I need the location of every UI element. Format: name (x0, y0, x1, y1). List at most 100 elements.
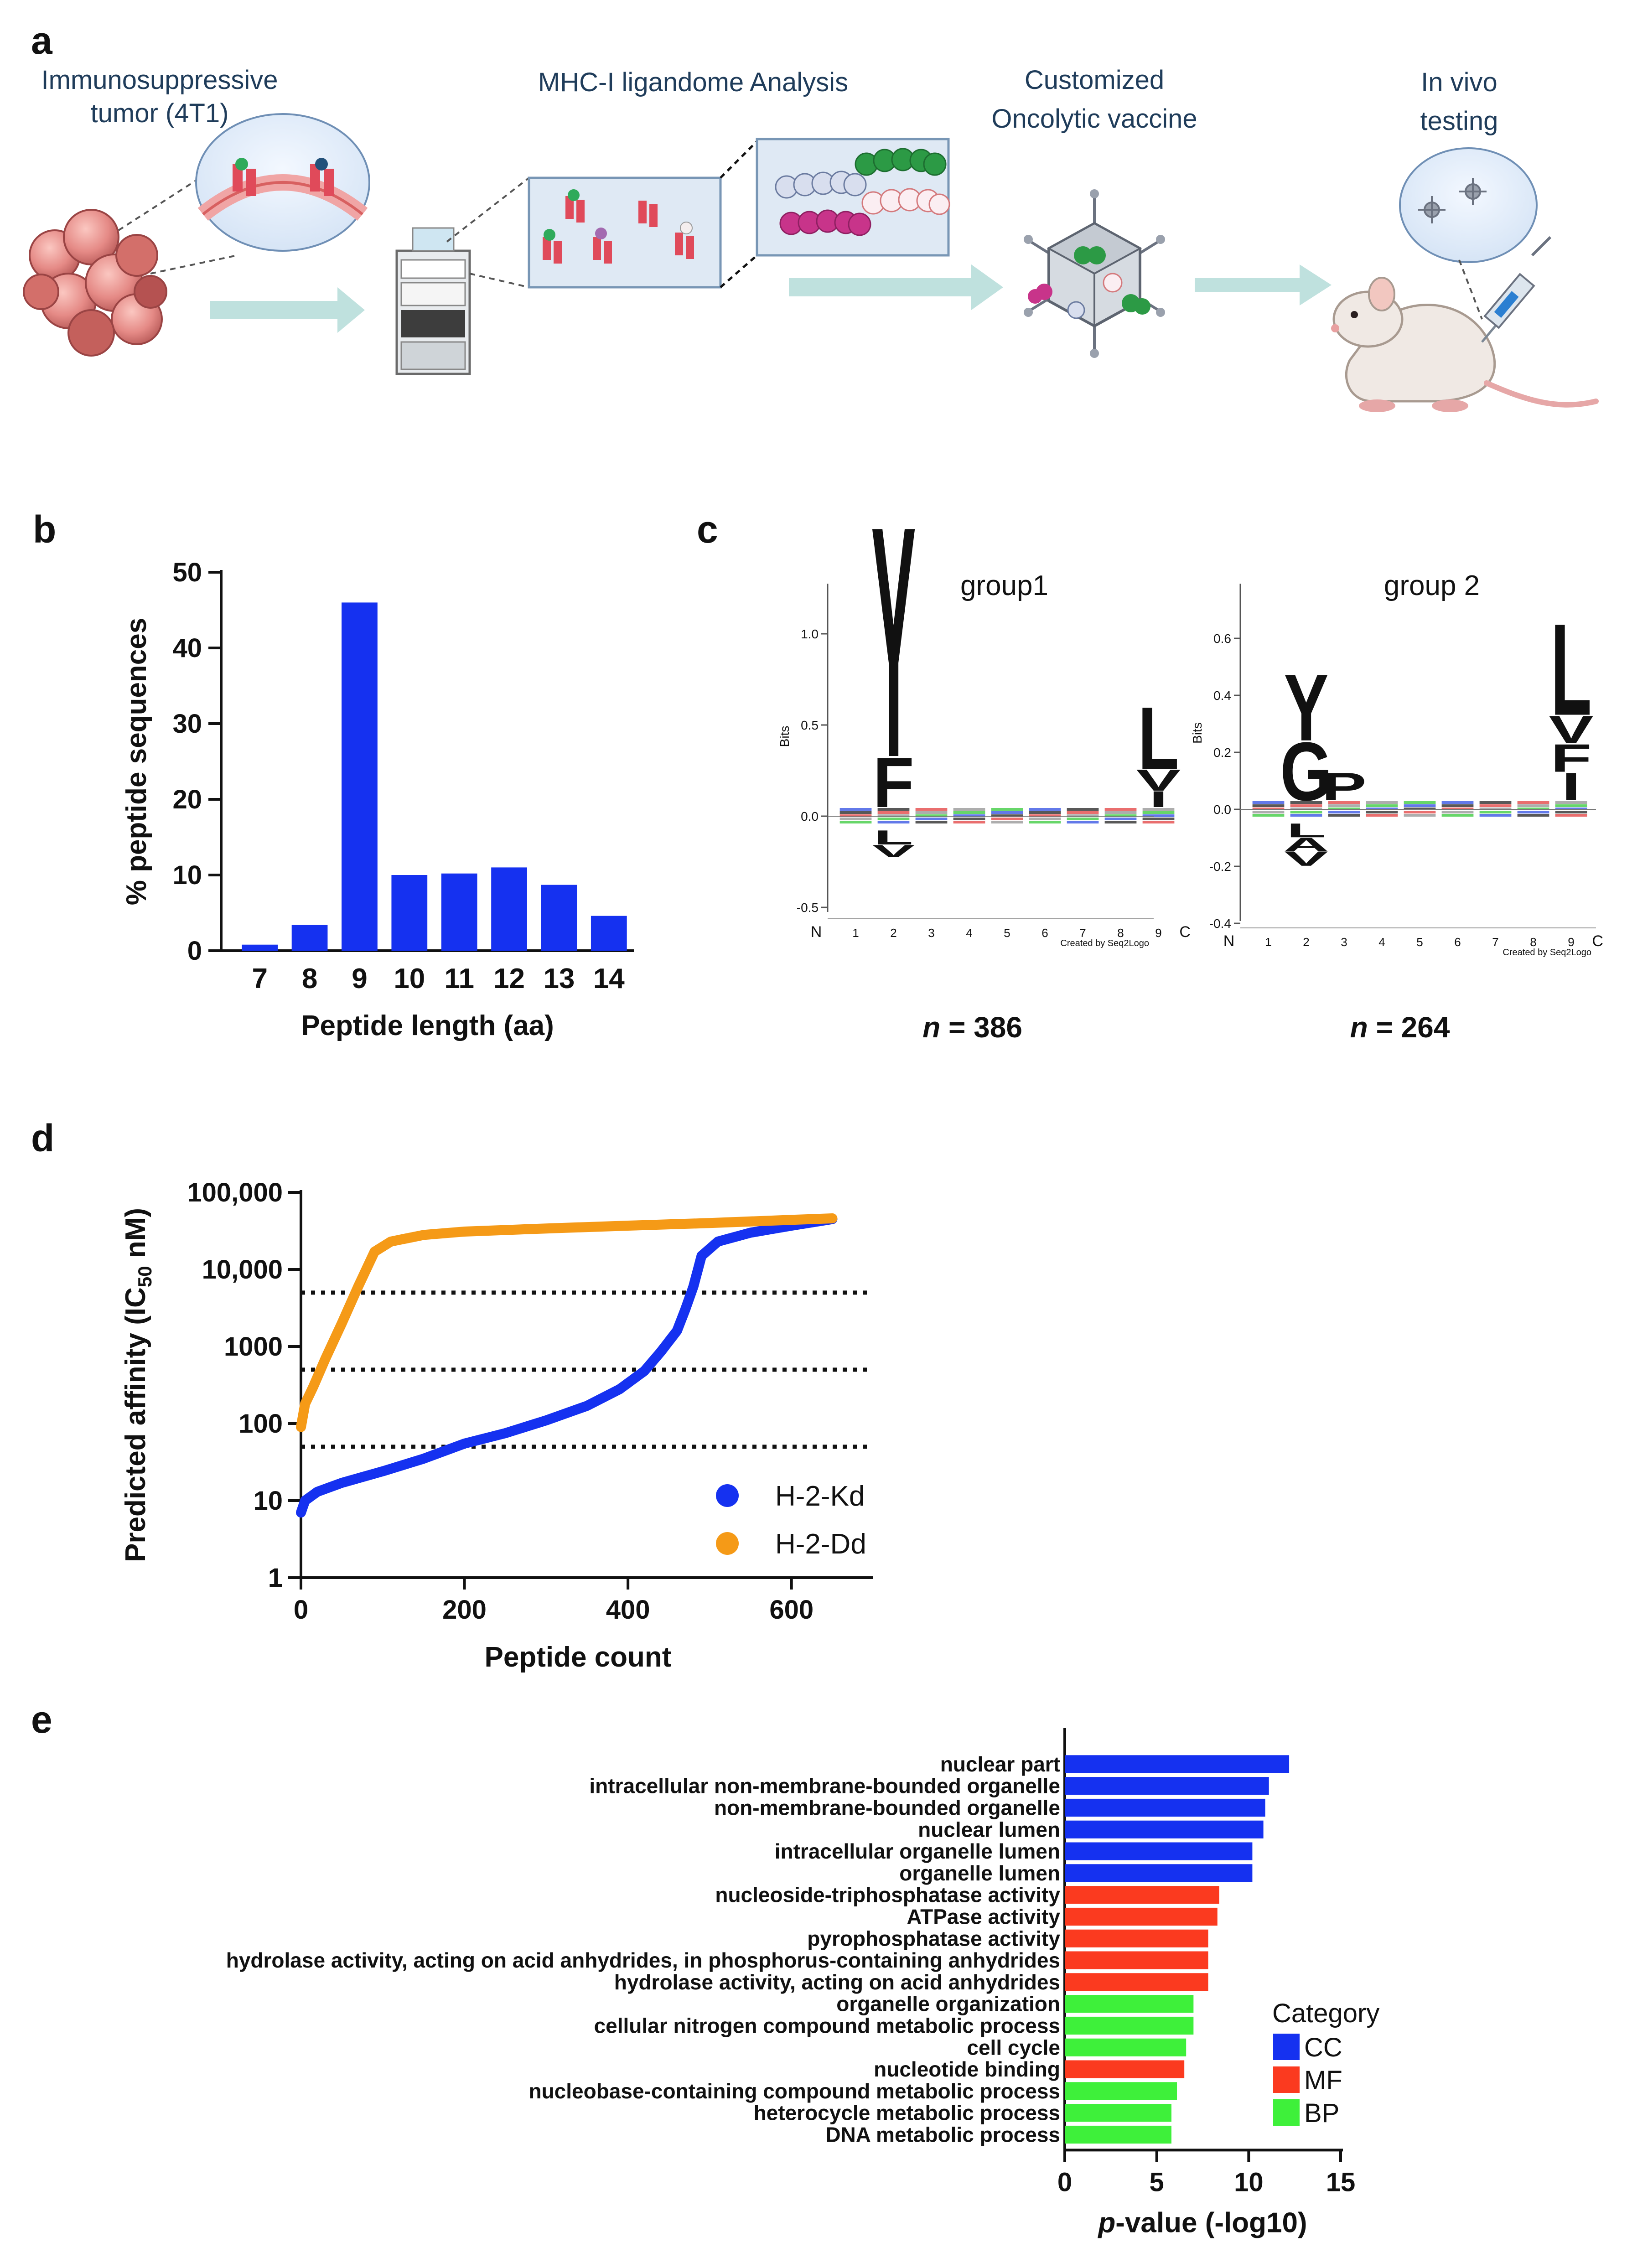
c-x-tick-label: 4 (966, 926, 972, 940)
c-logo-neg-letter: V (1285, 848, 1328, 870)
c-logo-title: group1 (960, 570, 1048, 601)
b-y-tick-label: 50 (172, 558, 202, 587)
c-sample-size: n = 386 (922, 1011, 1022, 1044)
panel-a-label: a (31, 19, 53, 62)
c-logo-letter: L (1551, 597, 1592, 743)
c-y-axis-title: Bits (777, 726, 792, 747)
e-category-label: nucleobase-containing compound metabolic… (529, 2079, 1060, 2103)
e-bar (1065, 1777, 1269, 1795)
b-x-axis-title: Peptide length (aa) (301, 1010, 554, 1041)
e-legend-title: Category (1272, 1999, 1379, 2028)
arrow-3-icon (1195, 264, 1332, 306)
c-logo-neg-letter: V (872, 841, 915, 861)
c-logo-letter: F (873, 743, 914, 823)
c-logo-noise (1029, 811, 1061, 814)
c-logo-noise (1479, 801, 1512, 804)
c-logo-noise (1479, 804, 1512, 807)
c-x-tick-label: 1 (852, 926, 859, 940)
e-bar (1065, 2104, 1171, 2122)
c-logo-letter: P (1321, 765, 1366, 809)
c-logo-noise (1555, 801, 1587, 804)
c-y-tick-label: 0.6 (1213, 632, 1231, 646)
c-x-tick-label: 6 (1454, 935, 1461, 949)
d-x-tick-label: 0 (294, 1595, 308, 1625)
c-y-tick-label: 0.0 (801, 809, 819, 823)
c-logo-noise (1328, 811, 1360, 813)
c-y-tick-label: -0.4 (1209, 917, 1231, 931)
caption-invivo-line2: testing (1420, 106, 1498, 136)
c-logo-noise (1517, 811, 1549, 813)
e-legend-swatch (1273, 2066, 1300, 2093)
c-logo-noise (1517, 814, 1549, 817)
c-logo-noise (1555, 814, 1587, 817)
c-logo-noise (877, 818, 910, 820)
c-logo-noise (877, 811, 910, 814)
c-logo-letter: G (1280, 725, 1332, 818)
c-logo-letter: Y (871, 457, 916, 826)
mhc-sample-box (528, 176, 722, 289)
c-logo-noise (1328, 814, 1360, 817)
c-logo-noise (1252, 804, 1285, 807)
c-logo-noise (1142, 821, 1175, 823)
c-logo-noise (953, 808, 985, 811)
e-x-axis-title: p-value (-log10) (1097, 2207, 1307, 2238)
c-logo-noise (953, 818, 985, 820)
membrane-bubble-icon (195, 113, 370, 252)
c-logo-noise (1517, 801, 1549, 804)
c-logo-noise (953, 811, 985, 814)
c-x-tick-label: 2 (890, 926, 896, 940)
e-legend-label: MF (1304, 2066, 1342, 2095)
c-logo-noise (1142, 814, 1175, 817)
c-logo-noise (839, 821, 872, 823)
b-y-tick-label: 0 (187, 936, 202, 966)
b-bar (291, 925, 328, 951)
e-bar (1065, 2016, 1194, 2035)
c-logo-noise (1290, 811, 1322, 813)
b-x-tick-label: 11 (444, 963, 474, 994)
c-logo-noise (915, 821, 948, 823)
c-logo-noise (915, 811, 948, 814)
c-logo-noise (1555, 804, 1587, 807)
c-logo-letter: V (1136, 763, 1181, 797)
c-logo-letter: L (1138, 689, 1179, 788)
e-legend-label: BP (1304, 2098, 1339, 2128)
d-y-axis-title: Predicted affinity (IC50 nM) (120, 1208, 155, 1562)
e-bar (1065, 1886, 1219, 1904)
e-bar (1065, 1951, 1208, 1969)
d-legend-marker (716, 1484, 739, 1507)
c-x-tick-label: 6 (1041, 926, 1048, 940)
e-x-tick-label: 15 (1326, 2167, 1356, 2197)
e-category-label: DNA metabolic process (825, 2123, 1060, 2147)
b-x-tick-label: 10 (394, 963, 425, 994)
c-x-tick-label: 5 (1416, 935, 1423, 949)
d-y-tick-label: 10,000 (202, 1255, 283, 1284)
c-logo-noise (877, 808, 910, 811)
c-logo-noise (915, 808, 948, 811)
c-logo-noise (1290, 804, 1322, 807)
d-y-tick-label: 10 (253, 1486, 283, 1516)
b-y-tick-label: 30 (172, 709, 202, 739)
c-y-tick-label: 0.2 (1213, 746, 1231, 760)
c-logo-noise (991, 821, 1023, 823)
panel-b-label: b (33, 508, 56, 551)
c-sample-size-n: n (922, 1011, 940, 1044)
c-logo-noise (1067, 818, 1099, 820)
e-x-axis-title-p: p (1097, 2207, 1115, 2238)
panel-e-label: e (31, 1698, 52, 1741)
c-logo-noise (1328, 801, 1360, 804)
c-logo-noise (1404, 811, 1436, 813)
c-logo-letter: I (1149, 787, 1168, 812)
c-logo-noise (1290, 801, 1322, 804)
e-bar (1065, 2060, 1185, 2078)
c-logo-noise (1366, 804, 1398, 807)
b-bar (591, 916, 627, 951)
c-x-tick-label: N (1223, 932, 1235, 950)
e-bar (1065, 1798, 1265, 1817)
c-logo-noise (1555, 811, 1587, 813)
c-y-axis-title: Bits (1190, 722, 1204, 744)
e-category-label: heterocycle metabolic process (754, 2101, 1060, 2125)
e-bar (1065, 1929, 1208, 1947)
c-x-tick-label: C (1592, 932, 1603, 950)
c-logo-noise (1104, 821, 1137, 823)
